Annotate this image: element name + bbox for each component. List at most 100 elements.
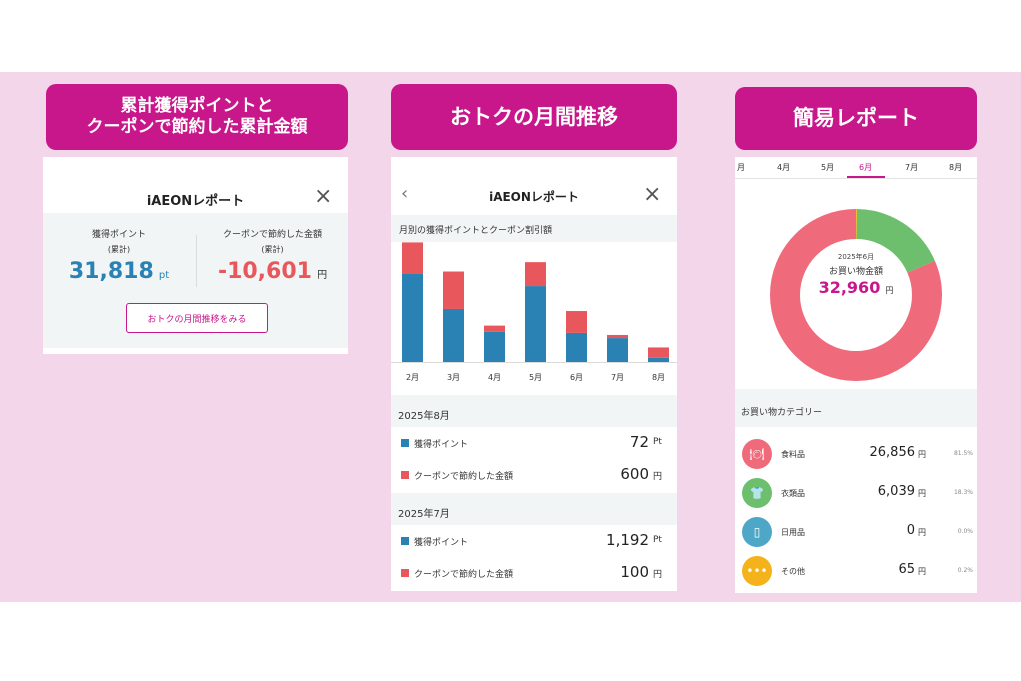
- month-tab[interactable]: 4月: [777, 163, 791, 172]
- bottle-icon: ▯: [742, 517, 772, 547]
- x-tick-label: 5月: [529, 373, 542, 382]
- coupon-label: クーポンで節約した金額: [414, 472, 514, 482]
- category-row: 🍽 食料品 26,856 円 81.5%: [735, 436, 977, 475]
- coupon-bar: [566, 311, 587, 333]
- category-percent: 81.5%: [953, 450, 973, 457]
- category-amount: 6,039: [877, 484, 915, 499]
- coupon-bar: [443, 271, 464, 309]
- panel-monthly: ‹ iAEONレポート × 月別の獲得ポイントとクーポン割引額 2月 3月 4月 5月…: [391, 157, 677, 591]
- coupon-unit: 円: [653, 570, 663, 580]
- points-unit: Pt: [653, 535, 662, 545]
- x-tick-label: 2月: [406, 373, 419, 382]
- points-label: 獲得ポイント: [414, 440, 469, 450]
- category-percent: 0.2%: [957, 567, 973, 574]
- panel2-title: iAEONレポート: [489, 190, 579, 204]
- pill-monthly: おトクの月間推移: [391, 84, 677, 150]
- coupon-row: クーポンで節約した金額 100 円: [391, 557, 677, 589]
- pill-cumulative-line1: 累計獲得ポイントと: [120, 95, 274, 116]
- pill-report: 簡易レポート: [735, 87, 977, 150]
- back-chevron-icon[interactable]: ‹: [401, 183, 409, 204]
- category-amount: 26,856: [869, 445, 916, 460]
- category-percent: 18.3%: [953, 489, 973, 496]
- dots-icon: •••: [742, 556, 772, 586]
- points-unit: Pt: [653, 437, 662, 447]
- points-bar: [566, 332, 587, 362]
- savings-sub: (累計): [261, 245, 284, 254]
- points-sub: (累計): [107, 245, 131, 254]
- points-bar: [443, 308, 464, 362]
- points-bar: [607, 338, 628, 362]
- chart-heading: 月別の獲得ポイントとクーポン割引額: [399, 226, 553, 236]
- points-label: 獲得ポイント: [91, 230, 146, 240]
- savings-unit: 円: [317, 270, 328, 281]
- category-unit: 円: [918, 528, 926, 537]
- coupon-bar: [402, 242, 423, 274]
- month-tab[interactable]: 7月: [905, 163, 919, 172]
- section-month: 2025年8月: [398, 411, 450, 422]
- savings-label: クーポンで節約した金額: [222, 230, 322, 240]
- coupon-unit: 円: [653, 472, 663, 482]
- x-tick-label: 8月: [652, 373, 665, 382]
- coupon-value: 600: [620, 465, 649, 483]
- food-icon: 🍽: [742, 439, 772, 469]
- x-tick-label: 7月: [611, 373, 624, 382]
- coupon-bar: [484, 325, 505, 332]
- points-value: 72: [629, 433, 649, 451]
- donut-unit: 円: [885, 286, 894, 295]
- points-unit: pt: [158, 270, 170, 281]
- category-row: 👕 衣類品 6,039 円 18.3%: [735, 475, 977, 514]
- donut-label: お買い物金額: [828, 267, 883, 277]
- donut-slice: [770, 209, 942, 381]
- points-row: 獲得ポイント 72 Pt: [391, 427, 677, 459]
- active-tab-underline: [847, 176, 885, 178]
- close-icon[interactable]: ×: [314, 184, 333, 209]
- points-legend-swatch: [401, 537, 409, 545]
- month-tab[interactable]: 6月: [859, 163, 873, 172]
- points-value: 1,192: [606, 531, 649, 549]
- panel1-body: 獲得ポイント (累計) 31,818 pt クーポンで節約した金額 (累計) -…: [43, 213, 348, 348]
- month-section-header: 2025年8月: [391, 395, 677, 427]
- pill-report-label: 簡易レポート: [793, 106, 919, 131]
- savings-row: -10,601 円: [197, 259, 348, 284]
- month-section-header: 2025年7月: [391, 493, 677, 525]
- category-amount: 65: [898, 562, 915, 577]
- points-bar: [402, 273, 423, 362]
- shirt-icon: 👕: [742, 478, 772, 508]
- coupon-value: 100: [620, 563, 649, 581]
- category-heading: お買い物カテゴリー: [741, 408, 823, 418]
- section-month: 2025年7月: [398, 509, 450, 520]
- category-heading-bar: お買い物カテゴリー: [735, 389, 977, 427]
- category-unit: 円: [918, 567, 926, 576]
- savings-value: -10,601: [217, 259, 312, 284]
- chart-heading-bar: 月別の獲得ポイントとクーポン割引額: [391, 215, 677, 242]
- coupon-label: クーポンで節約した金額: [414, 570, 514, 580]
- month-tab[interactable]: 月: [737, 163, 745, 172]
- monthly-bar-chart: 2月 3月 4月 5月 6月 7月 8月: [391, 242, 677, 382]
- points-bar: [525, 286, 546, 362]
- points-bar: [648, 357, 669, 362]
- x-tick-label: 6月: [570, 373, 583, 382]
- category-row: ▯ 日用品 0 円 0.0%: [735, 514, 977, 553]
- divider: [196, 235, 197, 287]
- panel-cumulative: iAEONレポート × 獲得ポイント (累計) 31,818 pt クーポンで節…: [43, 157, 348, 354]
- monthly-trend-button[interactable]: おトクの月間推移をみる: [126, 303, 268, 333]
- category-name: 日用品: [781, 528, 805, 537]
- month-tab[interactable]: 5月: [821, 163, 835, 172]
- points-legend-swatch: [401, 439, 409, 447]
- category-amount: 0: [906, 523, 915, 538]
- category-name: 衣類品: [781, 489, 805, 498]
- coupon-row: クーポンで節約した金額 600 円: [391, 459, 677, 491]
- x-tick-label: 4月: [488, 373, 501, 382]
- close-icon[interactable]: ×: [643, 182, 662, 207]
- panel1-header: iAEONレポート ×: [43, 157, 348, 213]
- coupon-bar: [525, 262, 546, 287]
- month-tab[interactable]: 8月: [949, 163, 963, 172]
- points-value: 31,818: [68, 259, 154, 284]
- panel1-title: iAEONレポート: [146, 194, 245, 209]
- category-unit: 円: [918, 489, 926, 498]
- points-label: 獲得ポイント: [414, 538, 469, 548]
- donut-total-row: 32,960 円: [735, 278, 977, 297]
- donut-value: 32,960: [818, 278, 881, 297]
- coupon-bar: [648, 347, 669, 358]
- category-unit: 円: [918, 450, 926, 459]
